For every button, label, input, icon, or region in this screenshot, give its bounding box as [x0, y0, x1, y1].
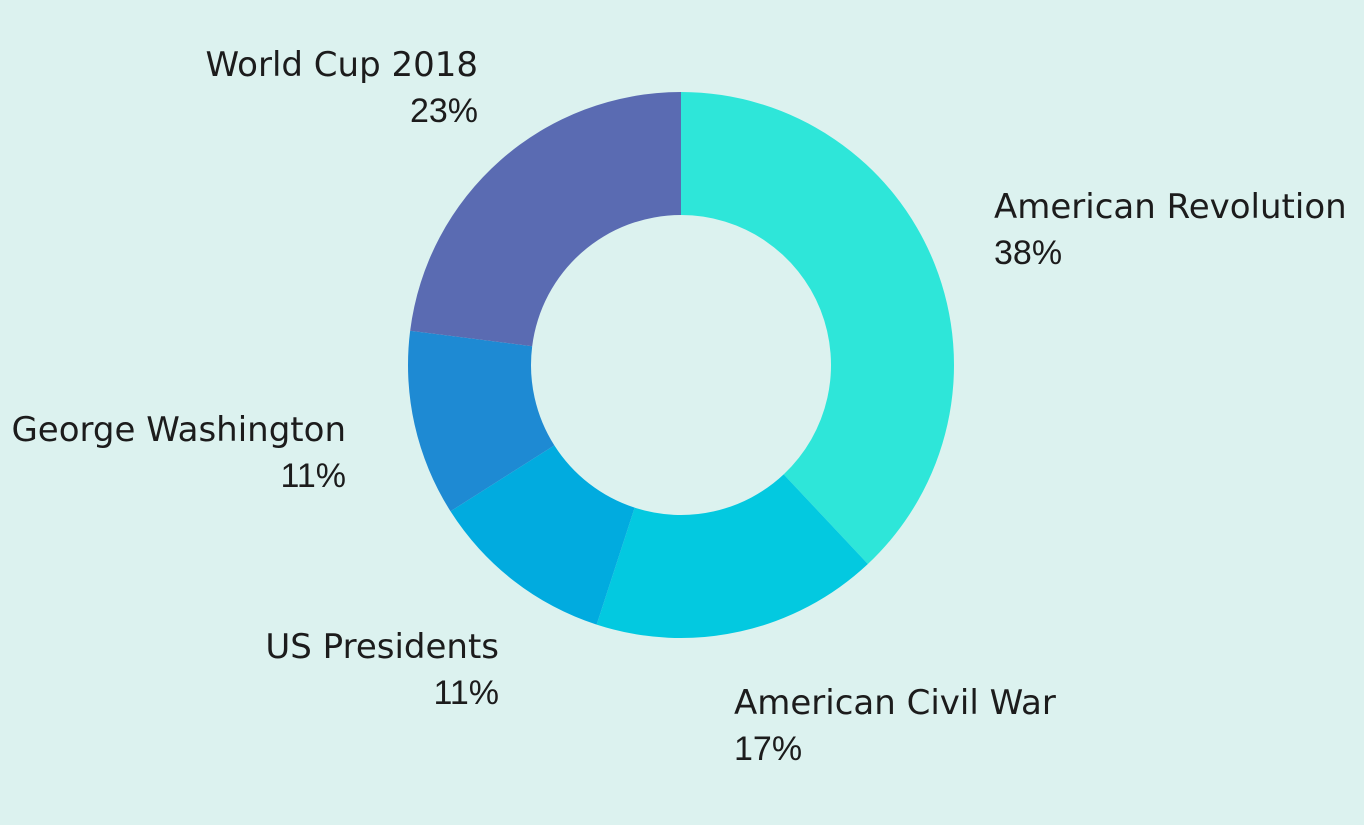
slice-label-american-revolution: American Revolution 38% — [994, 190, 1347, 270]
slice-category-label: American Revolution — [994, 187, 1347, 227]
slice-category-label: US Presidents — [265, 627, 499, 667]
slice-label-world-cup-2018: World Cup 2018 23% — [206, 48, 478, 128]
slice-category-label: World Cup 2018 — [205, 45, 478, 85]
donut-slice-us-presidents — [450, 445, 635, 625]
slice-value-label: 38% — [994, 234, 1063, 272]
slice-category-label: George Washington — [11, 410, 346, 450]
slice-label-us-presidents: US Presidents 11% — [265, 630, 499, 710]
donut-slice-george-washington — [408, 330, 555, 512]
donut-slice-american-revolution — [681, 92, 954, 565]
slice-label-george-washington: George Washington 11% — [11, 413, 346, 493]
donut-slice-world-cup-2018 — [410, 92, 681, 347]
donut-slice-american-civil-war — [596, 474, 868, 639]
slice-category-label: American Civil War — [734, 683, 1056, 723]
slice-value-label: 23% — [409, 92, 478, 130]
slice-value-label: 17% — [734, 730, 803, 768]
slice-label-american-civil-war: American Civil War 17% — [734, 686, 1056, 766]
slice-value-label: 11% — [280, 457, 346, 495]
slice-value-label: 11% — [433, 674, 499, 712]
